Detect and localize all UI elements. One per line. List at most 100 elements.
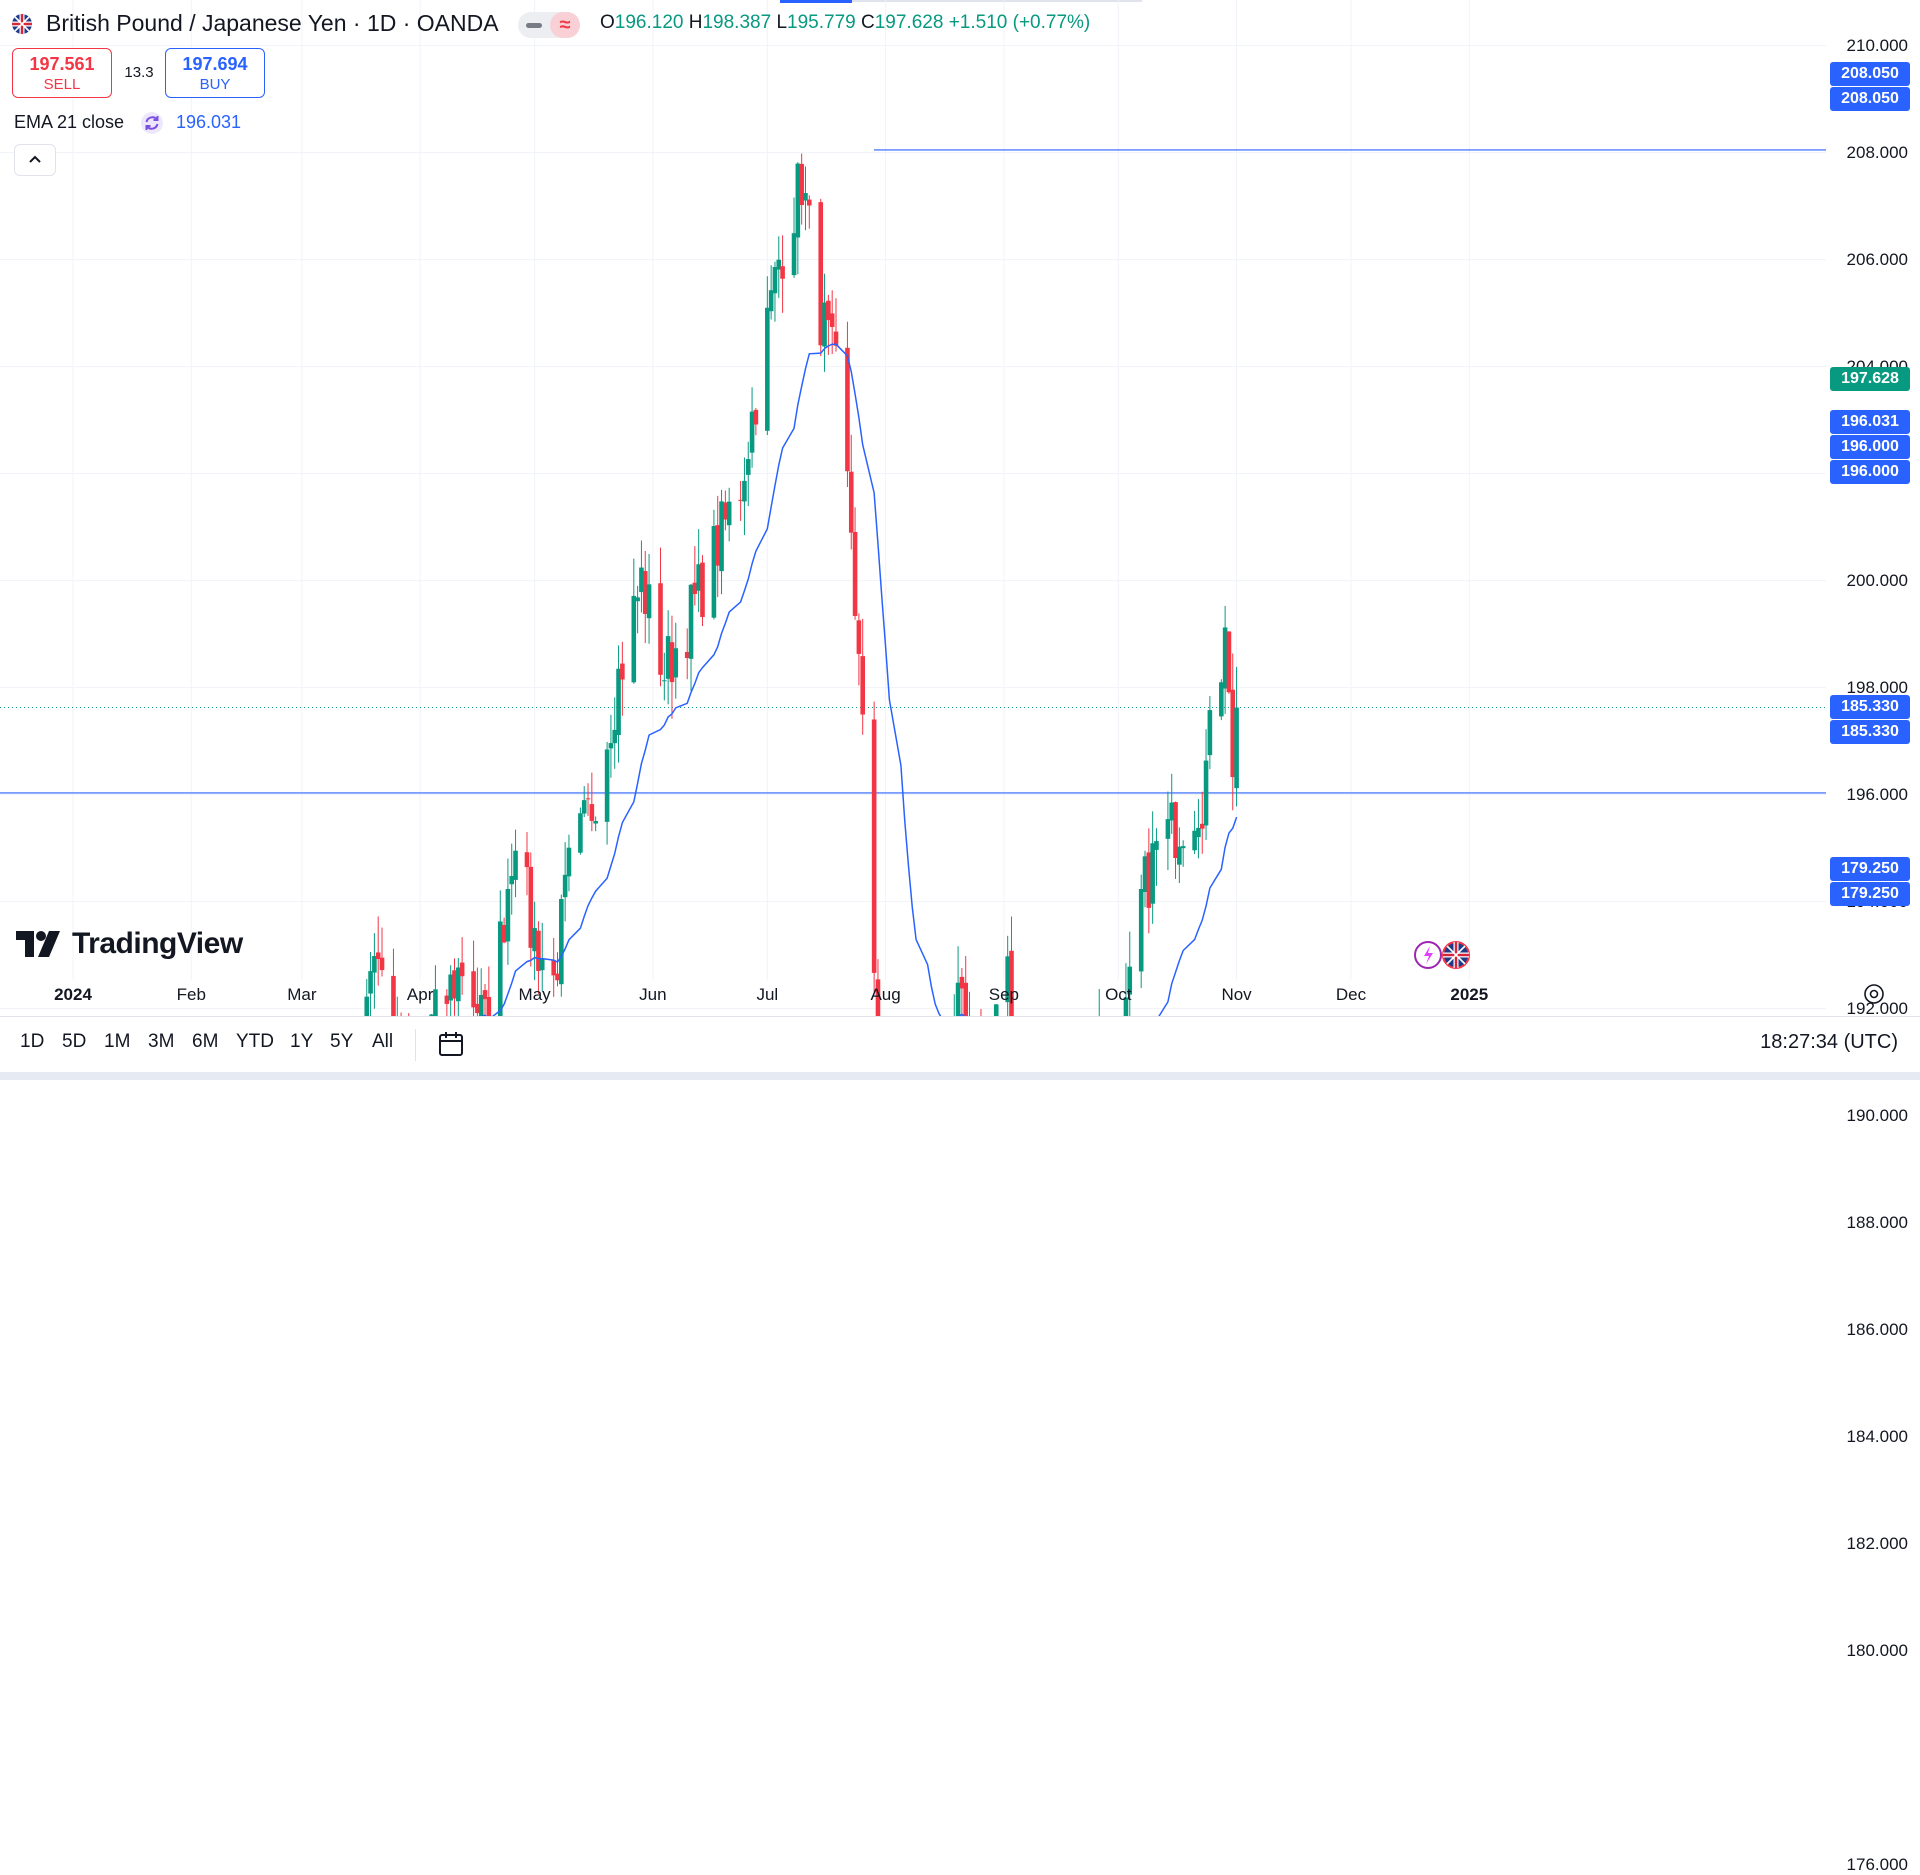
open-value: 196.120	[614, 12, 684, 33]
range-button[interactable]: 3M	[148, 1031, 175, 1052]
open-label: O	[600, 12, 615, 33]
sell-price: 197.561	[29, 54, 95, 74]
ema-settings-icon[interactable]	[140, 111, 164, 135]
utc-clock[interactable]: 18:27:34 (UTC)	[1760, 1031, 1898, 1053]
price-tick-label: 210.000	[1846, 35, 1908, 55]
candle-body	[612, 729, 618, 744]
candle-body	[578, 813, 583, 853]
spread-value: 13.3	[124, 64, 154, 81]
calendar-icon[interactable]	[436, 1029, 466, 1059]
candle-body	[585, 798, 591, 800]
buy-button[interactable]: 197.694 BUY	[165, 48, 265, 98]
candle-body	[1127, 966, 1133, 995]
candle-body	[1123, 997, 1129, 1016]
candle-body	[963, 982, 969, 1016]
candle-body	[1165, 819, 1171, 839]
range-button[interactable]: YTD	[236, 1031, 274, 1052]
candle-body	[433, 989, 438, 1016]
chart-style-icon[interactable]	[526, 23, 542, 28]
event-icon[interactable]	[1414, 941, 1442, 969]
ohlc-readout: O196.120 H198.387 L195.779 C197.628 +1.5…	[600, 12, 1090, 34]
candle-body	[700, 562, 705, 617]
candle-body	[551, 960, 556, 976]
tradingview-logo[interactable]: TradingView	[16, 924, 243, 964]
sell-button[interactable]: 197.561 SELL	[12, 48, 112, 98]
price-tick-label: 192.000	[1846, 998, 1908, 1018]
candle-body	[509, 876, 515, 885]
range-button[interactable]: 5Y	[330, 1031, 354, 1052]
candle-body	[738, 499, 743, 501]
candle-body	[532, 928, 537, 952]
candle-body	[818, 202, 824, 346]
candle-body	[1009, 950, 1014, 1016]
candle-body	[364, 996, 370, 1016]
candle-body	[745, 459, 751, 475]
candle-body	[1219, 682, 1224, 717]
candle-body	[635, 597, 640, 602]
candle-body	[799, 163, 804, 206]
price-badge: 196.000	[1830, 435, 1910, 459]
candle-body	[1180, 846, 1186, 849]
candle-body	[688, 584, 694, 659]
price-tick-label: 188.000	[1846, 1212, 1908, 1232]
candle-body	[475, 1003, 480, 1014]
time-tick-label: Jul	[756, 985, 779, 1004]
time-tick-label: Sep	[988, 985, 1019, 1004]
candle-body	[1234, 707, 1239, 789]
candle-body	[669, 642, 675, 683]
candle-body	[1199, 823, 1205, 829]
candle-body	[776, 259, 782, 270]
range-button[interactable]: 1Y	[290, 1031, 314, 1052]
candle-body	[875, 979, 881, 1016]
buy-price: 197.694	[182, 54, 248, 74]
price-chart[interactable]	[0, 0, 1920, 1016]
candle-body	[955, 982, 961, 1016]
candle-body	[959, 976, 965, 989]
candle-body	[768, 290, 774, 312]
change-value: +1.510 (+0.77%)	[948, 12, 1091, 33]
candle-body	[524, 852, 530, 868]
price-tick-label: 180.000	[1846, 1640, 1908, 1660]
candle-body	[852, 532, 858, 616]
symbol-title[interactable]: British Pound / Japanese Yen · 1D · OAND…	[46, 10, 499, 36]
candle-body	[639, 567, 644, 593]
time-tick-label: May	[518, 985, 551, 1004]
wave-icon[interactable]: ≈	[550, 12, 580, 38]
candle-body	[646, 584, 652, 619]
price-tick-label: 176.000	[1846, 1854, 1908, 1874]
sell-label: SELL	[43, 76, 81, 93]
candle-body	[456, 967, 461, 1002]
candle-body	[368, 971, 373, 994]
range-button[interactable]: 1M	[104, 1031, 131, 1052]
settings-icon[interactable]	[1862, 982, 1886, 1006]
chart-style-toggle[interactable]: ≈	[518, 12, 580, 38]
ema-legend[interactable]: EMA 21 close 196.031	[14, 112, 241, 134]
candle-body	[726, 501, 732, 526]
range-button[interactable]: 1D	[20, 1031, 45, 1052]
time-tick-label: Dec	[1335, 985, 1367, 1004]
candle-body	[379, 957, 385, 971]
top-accent-bar	[780, 0, 852, 3]
ema-value: 196.031	[176, 112, 242, 132]
candle-body	[372, 956, 377, 973]
range-button[interactable]: 6M	[192, 1031, 219, 1052]
candle-body	[658, 583, 663, 675]
candle-body	[604, 749, 610, 822]
range-button[interactable]: All	[372, 1031, 394, 1052]
candle-body	[860, 656, 866, 715]
candle-body	[715, 525, 721, 566]
collapse-legend-button[interactable]	[14, 144, 56, 176]
candle-body	[539, 958, 545, 971]
tradingview-logo-icon	[16, 931, 60, 957]
bottom-strip	[0, 1072, 1920, 1080]
candle-body	[1207, 710, 1213, 756]
candle-body	[478, 994, 484, 1016]
candle-body	[662, 680, 667, 682]
price-badge: 197.628	[1830, 367, 1910, 391]
candle-body	[692, 582, 698, 595]
candle-body	[528, 866, 534, 948]
range-button[interactable]: 5D	[62, 1031, 87, 1052]
uk-flag-icon[interactable]	[1442, 941, 1470, 969]
candle-body	[723, 502, 728, 520]
event-markers[interactable]	[1414, 940, 1476, 970]
